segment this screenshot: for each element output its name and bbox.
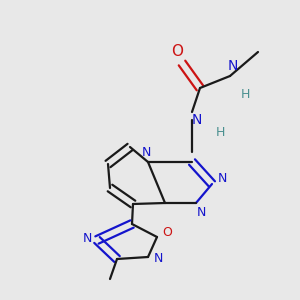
Text: H: H xyxy=(215,125,225,139)
Text: N: N xyxy=(141,146,151,158)
Text: N: N xyxy=(228,59,238,73)
Text: N: N xyxy=(153,253,163,266)
Text: N: N xyxy=(82,232,92,244)
Text: N: N xyxy=(217,172,227,185)
Text: N: N xyxy=(196,206,206,220)
Text: N: N xyxy=(192,113,202,127)
Text: O: O xyxy=(162,226,172,238)
Text: H: H xyxy=(240,88,250,101)
Text: O: O xyxy=(171,44,183,59)
